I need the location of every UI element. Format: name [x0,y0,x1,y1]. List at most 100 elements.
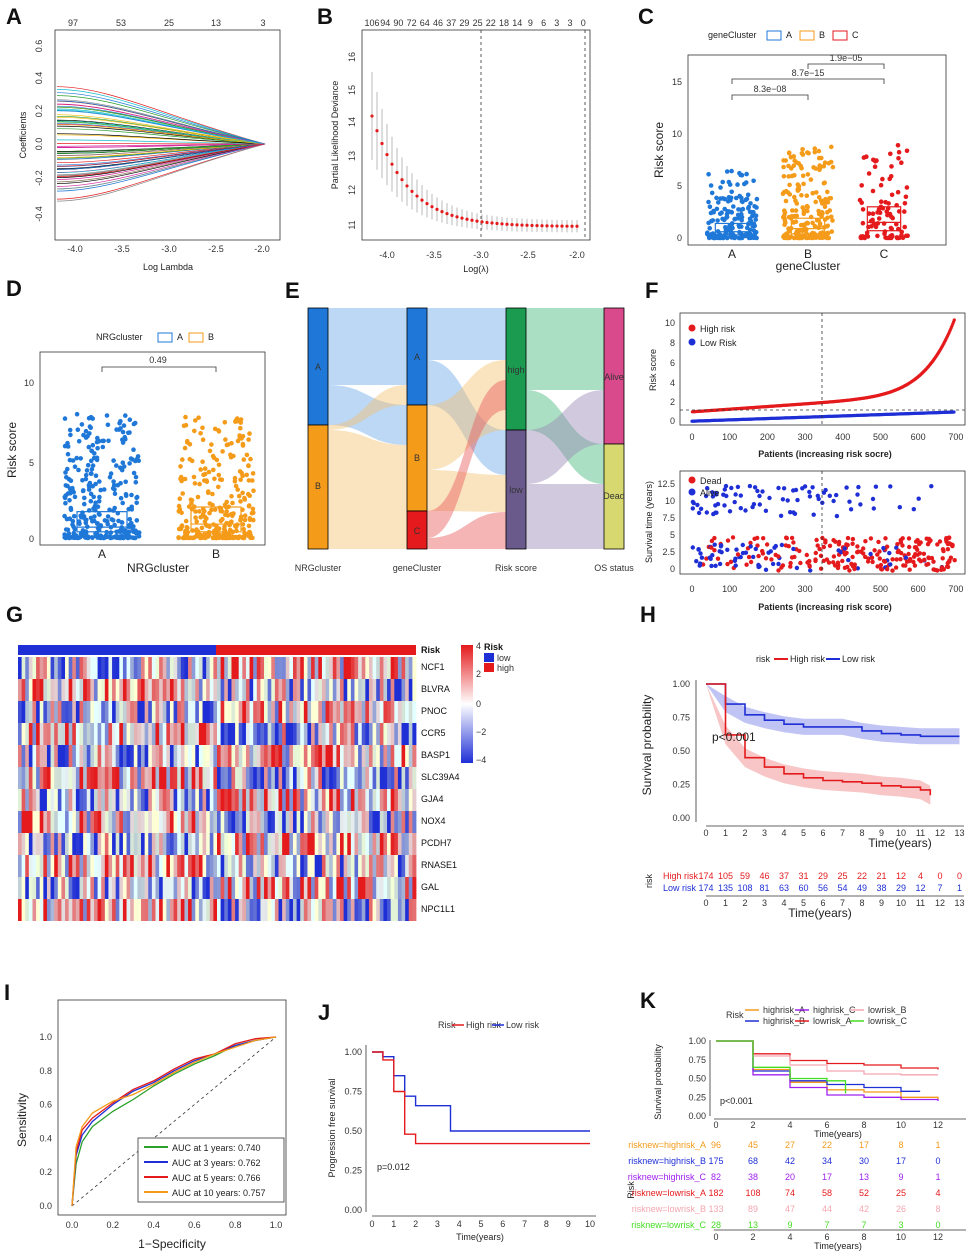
g-heat-cell [260,789,265,811]
k-x-label: Time(years) [814,1129,862,1139]
jitter-point [793,198,798,204]
f-dead-point [784,536,789,541]
b-cv-point [435,207,439,211]
g-heat-cell [289,833,294,855]
jitter-point [134,500,139,506]
f-alive-point [707,555,712,560]
g-heat-cell [43,657,48,679]
g-heat-cell [300,811,305,833]
g-heat-cell [220,657,225,679]
g-heat-cell [36,811,41,833]
g-heat-cell [282,657,287,679]
g-heat-cell [122,745,127,767]
g-heat-cell [155,679,160,701]
jitter-point [866,211,872,216]
g-gene-label: PNOC [421,706,448,716]
g-heat-cell [184,877,189,899]
g-heat-cell [350,657,355,679]
g-heat-cell [340,657,345,679]
g-heat-cell [271,745,276,767]
g-heat-cell [180,723,185,745]
g-heat-cell [115,899,120,921]
jitter-point [176,535,181,541]
g-heat-cell [206,789,211,811]
jitter-point [71,513,77,519]
f-dead-point [937,539,943,544]
f-dead-point [881,558,887,564]
jitter-point [100,444,106,450]
g-heat-cell [318,701,323,723]
g-heat-cell [289,723,294,745]
g-heat-cell [238,877,243,899]
g-heat-cell [93,745,98,767]
g-heat-cell [144,899,149,921]
g-heat-cell [292,701,297,723]
g-heatmap-cells [18,657,417,921]
jitter-point [65,440,70,446]
a-coef-path [56,86,266,145]
jitter-point [751,178,756,184]
f-low-risk-point [952,410,956,414]
g-heat-cell [133,657,138,679]
f-dead-point [836,563,841,568]
h-x-tick: 1 [723,828,728,838]
jitter-point [76,535,82,540]
g-heat-cell [387,811,392,833]
jitter-point [818,198,824,203]
g-heat-cell [332,657,337,679]
jitter-point [88,491,94,497]
g-heat-cell [390,833,395,855]
g-heat-cell [405,855,410,877]
f-top-legend-high: High risk [700,324,736,334]
g-heat-cell [83,657,88,679]
g-heat-cell [93,657,98,679]
j-x-tick: 6 [500,1219,505,1229]
k-table-cell: 1 [935,1140,940,1150]
g-heat-cell [260,833,265,855]
g-heat-cell [332,701,337,723]
g-heat-cell [90,855,95,877]
h-x-tick: 2 [742,828,747,838]
g-heat-cell [390,899,395,921]
g-heat-cell [43,855,48,877]
g-heat-cell [191,767,196,789]
g-heat-cell [368,767,373,789]
g-heat-cell [350,679,355,701]
f-alive-point [791,510,796,515]
g-heat-cell [54,899,59,921]
g-heat-cell [336,855,341,877]
jitter-point [247,431,252,436]
g-heat-cell [231,811,236,833]
g-heat-cell [202,877,207,899]
g-heat-cell [86,789,91,811]
g-heat-cell [115,679,120,701]
g-heat-cell [61,767,66,789]
h-km-curves [706,683,960,805]
jitter-point [193,515,198,520]
g-heat-cell [336,899,341,921]
g-heat-cell [202,789,207,811]
g-heat-cell [191,877,196,899]
a-y-tick: -0.4 [34,206,44,222]
jitter-point [902,224,907,230]
g-heat-cell [21,723,26,745]
g-heat-cell [184,789,189,811]
f-survival-scatter [690,483,957,573]
k-legend-label: highrisk_B [763,1016,805,1026]
g-heat-cell [227,877,232,899]
c-y-label: Risk score [652,122,666,178]
h-y-ticks: 0.000.250.500.751.00 [672,679,690,823]
g-heat-cell [39,745,44,767]
g-heat-cell [350,723,355,745]
g-heat-cell [347,833,352,855]
g-heat-cell [177,767,182,789]
g-heat-cell [184,767,189,789]
g-heat-cell [220,833,225,855]
g-heat-cell [350,833,355,855]
f-alive-point [722,503,727,508]
jitter-point [105,422,111,428]
g-heat-cell [108,811,113,833]
g-heat-cell [169,811,174,833]
jitter-point [231,511,236,516]
g-heat-cell [206,855,211,877]
